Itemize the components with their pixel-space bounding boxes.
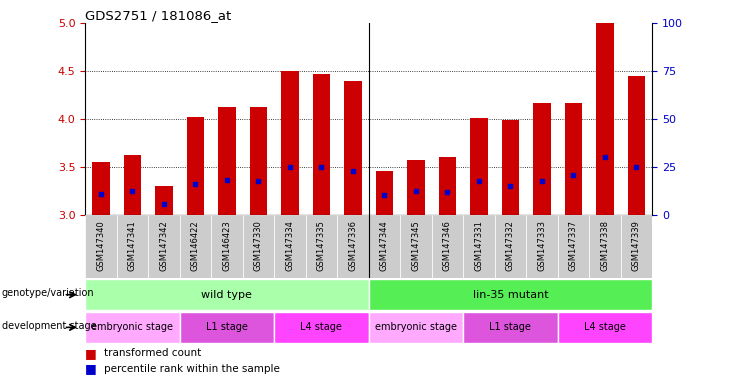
Text: embryonic stage: embryonic stage: [375, 322, 457, 333]
Bar: [463, 215, 495, 278]
Text: GSM147346: GSM147346: [443, 220, 452, 271]
Text: transformed count: transformed count: [104, 348, 201, 358]
Bar: [250, 107, 267, 215]
Bar: [565, 103, 582, 215]
Bar: [211, 215, 243, 278]
Bar: [463, 312, 557, 343]
Bar: [337, 215, 368, 278]
Bar: [408, 161, 425, 215]
Text: GSM147339: GSM147339: [632, 220, 641, 271]
Text: GSM147344: GSM147344: [380, 220, 389, 271]
Text: L4 stage: L4 stage: [584, 322, 626, 333]
Text: GSM147332: GSM147332: [506, 220, 515, 271]
Text: L1 stage: L1 stage: [489, 322, 531, 333]
Bar: [526, 215, 557, 278]
Bar: [124, 155, 141, 215]
Text: ■: ■: [85, 362, 101, 375]
Bar: [93, 162, 110, 215]
Bar: [306, 215, 337, 278]
Bar: [187, 117, 204, 215]
Bar: [368, 215, 400, 278]
Text: embryonic stage: embryonic stage: [91, 322, 173, 333]
Text: GSM146422: GSM146422: [191, 220, 200, 271]
Text: GSM147341: GSM147341: [128, 220, 137, 271]
Bar: [85, 215, 117, 278]
Text: genotype/variation: genotype/variation: [1, 288, 94, 298]
Bar: [557, 215, 589, 278]
Text: GSM147342: GSM147342: [159, 220, 168, 271]
Bar: [557, 312, 652, 343]
Text: GSM147335: GSM147335: [317, 220, 326, 271]
Bar: [274, 215, 306, 278]
Text: GSM147330: GSM147330: [254, 220, 263, 271]
Bar: [628, 76, 645, 215]
Text: L4 stage: L4 stage: [300, 322, 342, 333]
Bar: [621, 215, 652, 278]
Text: GSM147333: GSM147333: [537, 220, 546, 271]
Text: GSM147338: GSM147338: [600, 220, 609, 271]
Bar: [431, 215, 463, 278]
Bar: [85, 312, 179, 343]
Bar: [368, 279, 652, 310]
Bar: [85, 279, 369, 310]
Bar: [589, 215, 620, 278]
Bar: [495, 215, 526, 278]
Bar: [597, 23, 614, 215]
Bar: [345, 81, 362, 215]
Bar: [502, 120, 519, 215]
Text: percentile rank within the sample: percentile rank within the sample: [104, 364, 279, 374]
Bar: [219, 107, 236, 215]
Text: GSM147340: GSM147340: [96, 220, 105, 271]
Text: GDS2751 / 181086_at: GDS2751 / 181086_at: [85, 9, 231, 22]
Bar: [400, 215, 431, 278]
Bar: [313, 74, 330, 215]
Bar: [156, 186, 173, 215]
Text: GSM147331: GSM147331: [474, 220, 483, 271]
Bar: [179, 312, 274, 343]
Text: ■: ■: [85, 347, 101, 360]
Bar: [274, 312, 369, 343]
Text: GSM146423: GSM146423: [222, 220, 231, 271]
Text: GSM147345: GSM147345: [411, 220, 420, 271]
Bar: [117, 215, 148, 278]
Text: GSM147336: GSM147336: [348, 220, 357, 271]
Bar: [282, 71, 299, 215]
Text: GSM147334: GSM147334: [285, 220, 294, 271]
Bar: [243, 215, 274, 278]
Bar: [368, 312, 463, 343]
Bar: [534, 103, 551, 215]
Text: development stage: development stage: [1, 321, 96, 331]
Text: L1 stage: L1 stage: [206, 322, 248, 333]
Bar: [179, 215, 211, 278]
Bar: [439, 157, 456, 215]
Text: lin-35 mutant: lin-35 mutant: [473, 290, 548, 300]
Bar: [148, 215, 179, 278]
Bar: [471, 118, 488, 215]
Text: wild type: wild type: [202, 290, 253, 300]
Bar: [376, 171, 393, 215]
Text: GSM147337: GSM147337: [569, 220, 578, 271]
